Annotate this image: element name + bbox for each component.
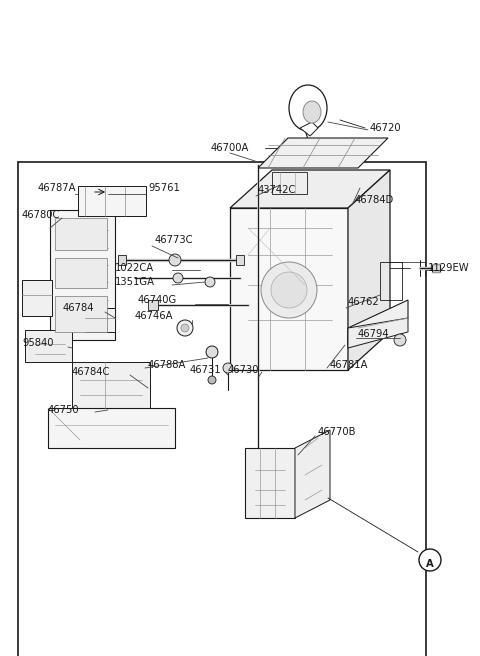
Text: 46788A: 46788A: [148, 360, 186, 370]
Circle shape: [261, 262, 317, 318]
Text: 46720: 46720: [370, 123, 402, 133]
Text: 46780C: 46780C: [22, 210, 60, 220]
Polygon shape: [230, 208, 348, 370]
Text: 1351GA: 1351GA: [115, 277, 155, 287]
Circle shape: [419, 549, 441, 571]
Text: 95840: 95840: [22, 338, 53, 348]
Polygon shape: [85, 308, 115, 332]
Text: 46750: 46750: [48, 405, 80, 415]
Polygon shape: [245, 448, 295, 518]
Text: 46770B: 46770B: [318, 427, 357, 437]
Bar: [55, 218, 107, 250]
Polygon shape: [48, 408, 175, 448]
Text: 46731: 46731: [190, 365, 222, 375]
Polygon shape: [72, 362, 150, 408]
Ellipse shape: [289, 85, 327, 131]
Circle shape: [169, 254, 181, 266]
Circle shape: [271, 272, 307, 308]
Polygon shape: [25, 330, 72, 362]
Text: 46762: 46762: [348, 297, 380, 307]
Text: 46784: 46784: [63, 303, 95, 313]
Text: 46784C: 46784C: [72, 367, 110, 377]
Text: 1129EW: 1129EW: [428, 263, 469, 273]
Text: 46781A: 46781A: [330, 360, 369, 370]
Text: 46746A: 46746A: [135, 311, 173, 321]
Polygon shape: [348, 170, 390, 370]
Bar: [55, 258, 107, 288]
Polygon shape: [230, 170, 390, 208]
Circle shape: [208, 376, 216, 384]
Bar: [236, 255, 244, 265]
Polygon shape: [348, 318, 408, 348]
Circle shape: [223, 363, 233, 373]
Bar: [78, 186, 146, 216]
Text: 95761: 95761: [148, 183, 180, 193]
Circle shape: [206, 346, 218, 358]
Text: A: A: [426, 559, 434, 569]
Circle shape: [181, 324, 189, 332]
Text: 46784D: 46784D: [355, 195, 394, 205]
Bar: [118, 255, 126, 265]
Text: 46740G: 46740G: [138, 295, 177, 305]
Polygon shape: [258, 138, 388, 168]
Text: 1022CA: 1022CA: [115, 263, 154, 273]
Circle shape: [394, 334, 406, 346]
Circle shape: [177, 320, 193, 336]
Text: 46773C: 46773C: [155, 235, 193, 245]
Text: 46787A: 46787A: [38, 183, 76, 193]
Bar: [380, 262, 402, 300]
Bar: [432, 264, 440, 272]
Polygon shape: [50, 210, 115, 340]
Polygon shape: [348, 300, 408, 345]
Circle shape: [173, 273, 183, 283]
Text: 46730: 46730: [228, 365, 260, 375]
Text: 43742C: 43742C: [258, 185, 296, 195]
Bar: [148, 300, 158, 310]
Text: 46794: 46794: [358, 329, 390, 339]
Polygon shape: [22, 280, 52, 316]
Polygon shape: [300, 122, 318, 136]
Text: 46700A: 46700A: [211, 143, 249, 153]
Circle shape: [205, 277, 215, 287]
Bar: [272, 172, 307, 194]
Ellipse shape: [303, 101, 321, 123]
Bar: [55, 296, 107, 332]
Polygon shape: [295, 430, 330, 518]
Bar: [18, 162, 426, 656]
